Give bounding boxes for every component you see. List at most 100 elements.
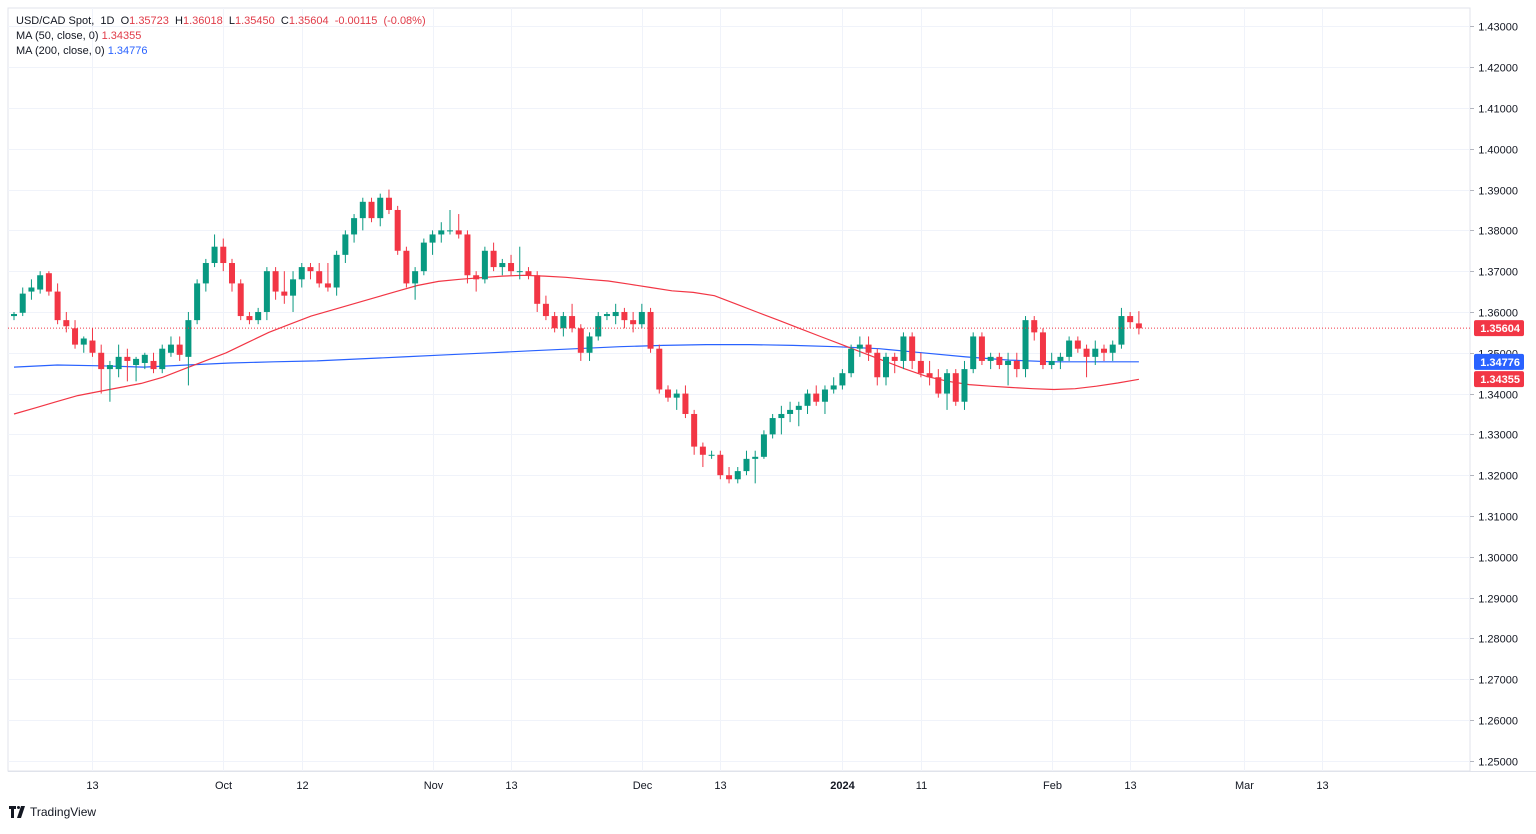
candle	[263, 267, 270, 321]
candle-body	[490, 250, 497, 268]
candle	[124, 348, 131, 382]
candle-body	[412, 271, 419, 284]
candle	[211, 234, 218, 268]
candle	[987, 352, 994, 370]
candle-body	[133, 358, 140, 366]
candle	[586, 332, 593, 361]
candle-body	[1074, 340, 1081, 349]
candle-body	[586, 336, 593, 353]
candle	[1048, 352, 1055, 370]
candle	[874, 348, 881, 386]
legend-high: 1.36018	[182, 15, 223, 27]
candle-body	[961, 369, 968, 402]
candle	[1101, 344, 1107, 361]
candle-body	[307, 267, 314, 272]
ma200-tag-bg	[1474, 353, 1524, 370]
x-tick-label: Dec	[633, 780, 653, 792]
candle-body	[19, 293, 26, 313]
candle-body	[11, 314, 17, 317]
legend-interval: 1D	[100, 15, 115, 27]
candle	[673, 389, 680, 410]
candle-body	[595, 316, 602, 337]
candle-body	[54, 291, 61, 321]
y-tick-label: 1.34000	[1478, 390, 1518, 402]
candle-body	[167, 344, 174, 353]
candle	[726, 467, 733, 484]
candle-body	[63, 320, 70, 327]
candle-body	[743, 458, 750, 472]
candle	[830, 377, 837, 394]
tradingview-logo-icon	[9, 806, 25, 818]
candle	[595, 311, 602, 341]
legend-ma50-row[interactable]: MA (50, close, 0) 1.34355	[16, 29, 426, 44]
candle-body	[760, 434, 767, 457]
candle-body	[438, 230, 445, 235]
y-tick-label: 1.43000	[1478, 22, 1518, 34]
candle-body	[368, 201, 375, 219]
candle	[464, 230, 471, 284]
candle	[19, 287, 26, 317]
candle-body	[28, 287, 35, 292]
x-tick-label: Feb	[1043, 780, 1062, 792]
candle	[333, 250, 340, 296]
candle	[891, 352, 898, 374]
candle-body	[298, 267, 305, 280]
y-tick-label: 1.25000	[1478, 757, 1518, 769]
y-tick-label: 1.42000	[1478, 63, 1518, 75]
candle-body	[987, 356, 994, 361]
candle	[473, 271, 480, 292]
last-price-tag-label: 1.35604	[1480, 323, 1521, 335]
candle	[996, 352, 1003, 370]
candle	[1074, 336, 1081, 353]
legend-ma200-row[interactable]: MA (200, close, 0) 1.34776	[16, 44, 426, 59]
candle-body	[787, 409, 794, 414]
candle-body	[917, 360, 924, 374]
candle-body	[909, 336, 916, 361]
candle-body	[839, 373, 846, 386]
candle-body	[1057, 356, 1064, 361]
candle-body	[316, 271, 323, 284]
candles	[11, 189, 1142, 484]
candle	[508, 254, 515, 276]
candle-body	[1066, 340, 1073, 357]
candle-body	[185, 320, 192, 357]
tradingview-brand[interactable]: TradingView	[9, 805, 96, 819]
candle-body	[795, 405, 802, 410]
candle-body	[673, 393, 680, 398]
y-tick-label: 1.40000	[1478, 145, 1518, 157]
candle-body	[255, 311, 262, 321]
y-tick-label: 1.39000	[1478, 186, 1518, 198]
candle-body	[603, 314, 610, 317]
candle-body	[569, 316, 576, 329]
candle	[856, 336, 863, 357]
candle	[935, 369, 942, 398]
candle	[699, 442, 706, 468]
candle	[769, 413, 776, 439]
candle-body	[804, 393, 811, 406]
candle-body	[752, 456, 759, 459]
candle-body	[970, 336, 977, 370]
candle	[194, 279, 201, 325]
candle	[821, 385, 828, 414]
candle	[525, 267, 532, 280]
candle-body	[194, 283, 201, 321]
candle	[621, 307, 628, 329]
candle	[865, 336, 872, 361]
legend-close: 1.35604	[288, 15, 329, 27]
legend-symbol: USD/CAD Spot	[16, 15, 92, 27]
candle-body	[342, 234, 349, 255]
x-tick-label: 13	[1124, 780, 1136, 792]
candle	[159, 344, 166, 374]
x-tick-label: 2024	[830, 780, 855, 792]
candle	[752, 450, 759, 484]
candle-body	[542, 303, 549, 317]
candle	[961, 360, 968, 410]
legend-ma200-value: 1.34776	[107, 45, 148, 57]
candle-body	[272, 271, 279, 292]
candle	[141, 352, 148, 370]
candle-body	[324, 283, 331, 288]
candle-body	[473, 275, 480, 280]
candle	[150, 352, 157, 374]
